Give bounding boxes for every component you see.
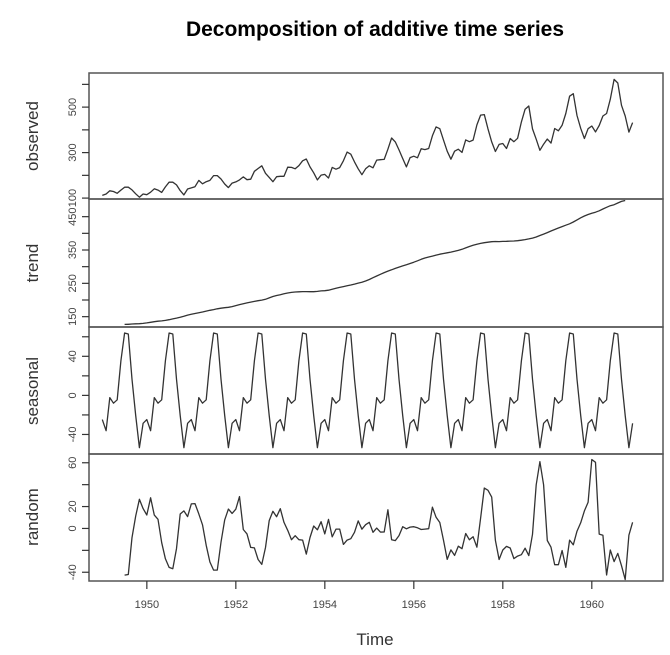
trend-y-tick-label: 150 bbox=[67, 307, 79, 325]
panel-seasonal: seasonal -40 0 40 bbox=[23, 326, 664, 455]
observed-line bbox=[102, 78, 634, 198]
seasonal-y-tick-label: 40 bbox=[67, 350, 79, 362]
x-tick-label: 1954 bbox=[313, 599, 337, 611]
x-axis: 1950 1952 1954 1956 1958 1960 bbox=[135, 581, 604, 611]
observed-y-tick-label: 100 bbox=[67, 189, 79, 207]
panel-random: random -40 0 20 60 bbox=[23, 453, 664, 582]
random-frame bbox=[88, 453, 664, 582]
ylabel-seasonal: seasonal bbox=[23, 357, 42, 425]
observed-frame bbox=[88, 72, 664, 200]
trend-y-tick-label: 450 bbox=[67, 207, 79, 225]
ylabel-trend: trend bbox=[23, 244, 42, 283]
trend-y-tick-label: 250 bbox=[67, 274, 79, 292]
observed-y-tick-label: 300 bbox=[67, 143, 79, 161]
panel-trend: trend 150 250 350 450 bbox=[23, 198, 664, 328]
seasonal-y-tick-label: 0 bbox=[67, 392, 79, 398]
random-y-tick-label: 20 bbox=[67, 500, 79, 512]
x-tick-label: 1950 bbox=[135, 599, 159, 611]
ylabel-observed: observed bbox=[23, 101, 42, 171]
x-tick-label: 1952 bbox=[224, 599, 248, 611]
seasonal-frame bbox=[88, 326, 664, 455]
panel-observed: observed 100 300 500 bbox=[23, 72, 664, 207]
x-axis-label: Time bbox=[356, 630, 393, 649]
x-tick-label: 1956 bbox=[402, 599, 426, 611]
random-line bbox=[124, 458, 634, 581]
x-tick-label: 1960 bbox=[580, 599, 604, 611]
trend-line bbox=[124, 199, 626, 326]
trend-y-tick-label: 350 bbox=[67, 241, 79, 259]
random-y-tick-label: -40 bbox=[67, 564, 79, 580]
observed-y-tick-label: 500 bbox=[67, 98, 79, 116]
random-y-tick-label: 0 bbox=[67, 525, 79, 531]
x-tick-label: 1958 bbox=[491, 599, 515, 611]
ylabel-random: random bbox=[23, 488, 42, 546]
trend-frame bbox=[88, 198, 664, 328]
seasonal-line bbox=[101, 332, 634, 449]
random-y-tick-label: 60 bbox=[67, 457, 79, 469]
chart-title: Decomposition of additive time series bbox=[186, 18, 564, 41]
seasonal-y-tick-label: -40 bbox=[67, 427, 79, 443]
